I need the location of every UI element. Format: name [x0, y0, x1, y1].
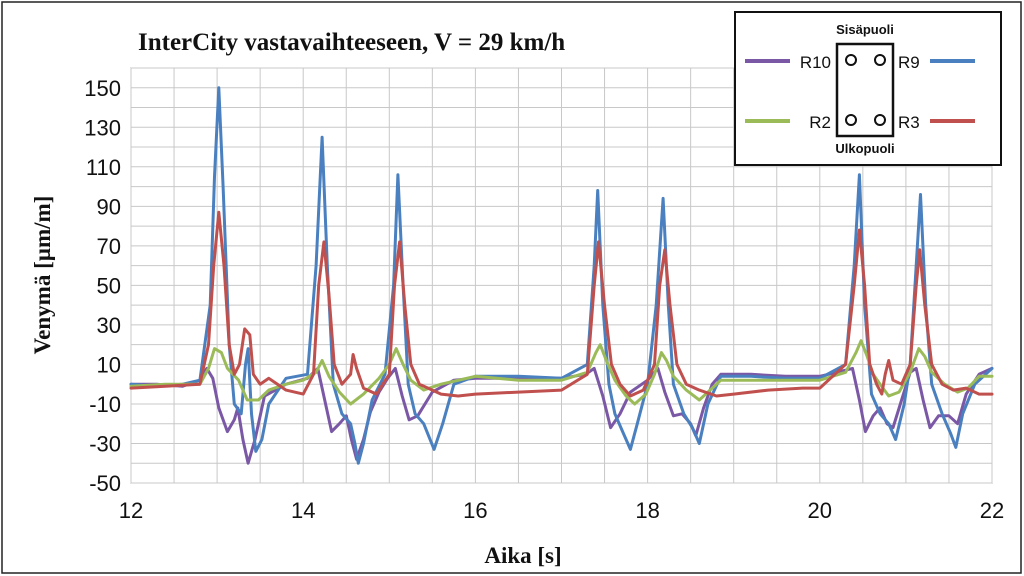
y-tick-label: 130: [84, 115, 121, 140]
x-tick-label: 14: [291, 498, 315, 523]
series-line-r9: [129, 86, 994, 465]
legend-bottom-caption: Ulkopuoli: [835, 141, 894, 156]
y-tick-label: 10: [97, 352, 121, 377]
series-layer: [129, 86, 994, 465]
x-tick-label: 18: [635, 498, 659, 523]
y-tick-label: 30: [97, 313, 121, 338]
x-tick-label: 20: [808, 498, 832, 523]
y-tick-label: -10: [89, 392, 121, 417]
x-axis-label: Aika [s]: [484, 543, 561, 568]
legend-top-caption: Sisäpuoli: [836, 22, 894, 37]
y-tick-label: 150: [84, 76, 121, 101]
y-tick-label: -30: [89, 431, 121, 456]
y-tick-label: -50: [89, 471, 121, 496]
sensor-dot-r10: [845, 54, 857, 66]
sensor-dot-r3: [874, 114, 886, 126]
series-line-r3: [129, 210, 994, 398]
y-tick-label: 110: [86, 155, 121, 180]
legend: Sisäpuoli Ulkopuoli R10 R9 R2 R3: [734, 11, 1002, 166]
x-tick-label: 16: [463, 498, 487, 523]
legend-label-r10: R10: [800, 53, 831, 72]
legend-label-r2: R2: [809, 113, 831, 132]
x-tick-label: 12: [119, 498, 143, 523]
y-axis-label: Venymä [µm/m]: [30, 196, 55, 355]
legend-label-r3: R3: [898, 113, 920, 132]
x-tick-label: 22: [980, 498, 1004, 523]
sensor-dot-r9: [874, 54, 886, 66]
legend-label-r9: R9: [898, 53, 920, 72]
y-tick-label: 90: [97, 194, 121, 219]
y-tick-label: 50: [97, 273, 121, 298]
chart-title: InterCity vastavaihteeseen, V = 29 km/h: [138, 29, 565, 56]
y-tick-label: 70: [97, 234, 121, 259]
sensor-dot-r2: [845, 114, 857, 126]
